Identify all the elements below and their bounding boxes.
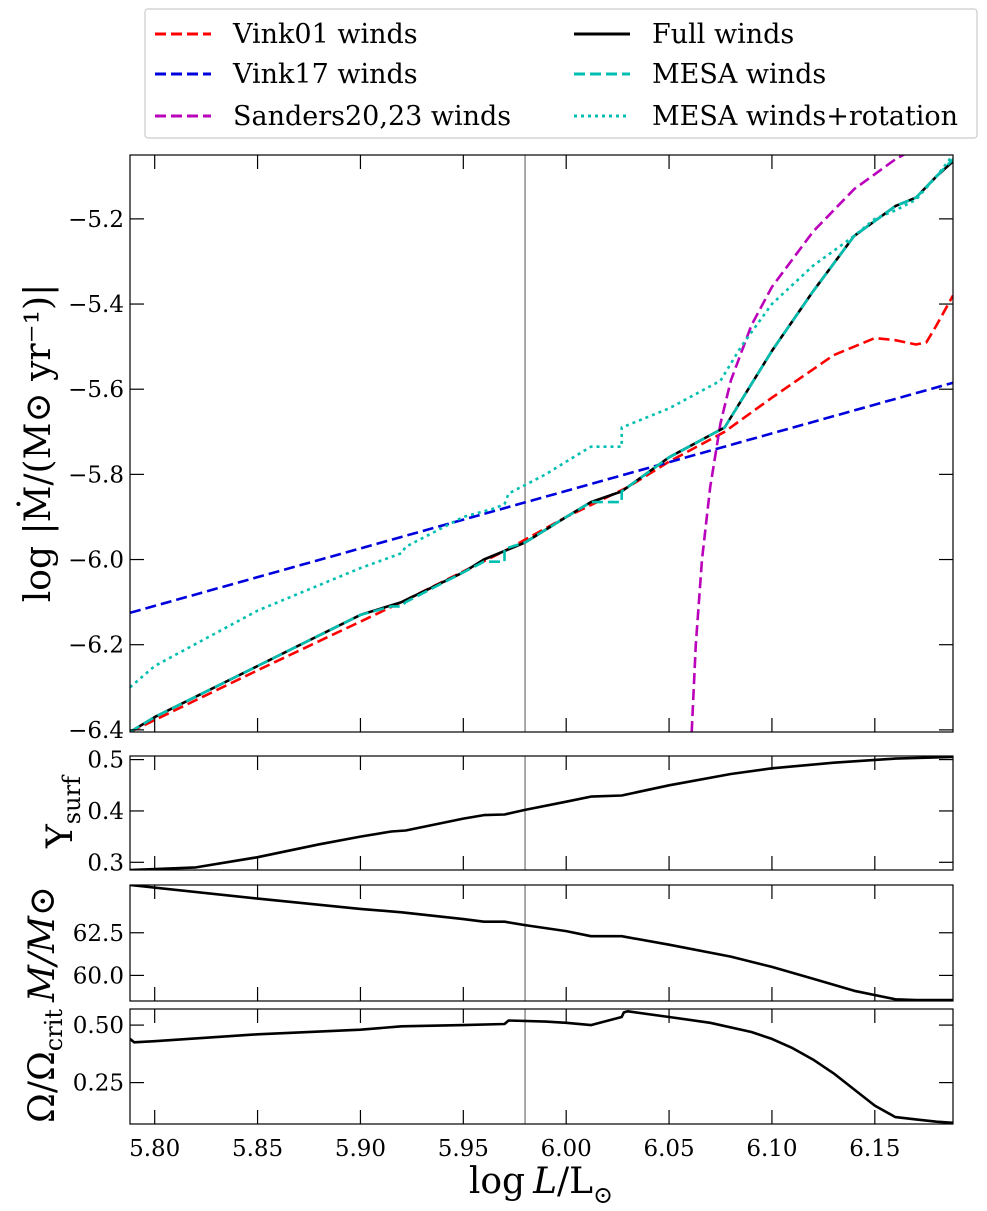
mdot-series-mesa-winds — [130, 158, 953, 732]
legend-label-vink01: Vink01 winds — [232, 19, 418, 50]
ylabel-ysurf-text: Ysurf — [40, 774, 86, 849]
legend: Vink01 winds Vink17 winds Sanders20,23 w… — [144, 8, 978, 139]
legend-label-mesa-rot: MESA winds+rotation — [652, 101, 958, 132]
panel-stellar-mass: 60.0 62.5 — [73, 884, 954, 1002]
panel-rotation: 5.80 5.85 5.90 5.95 6.00 6.05 6.10 6.15 0.25 0.50 — [73, 1008, 954, 1162]
omega-ytick-label-0: 0.25 — [73, 1071, 124, 1097]
ylabel-mass-text: M/M⊙ — [22, 886, 63, 1003]
ylabel-ysurf-main: Y — [40, 823, 81, 849]
ylabel-omega-text: Ω/Ωcrit — [22, 1009, 68, 1123]
ysurf-frame — [129, 755, 954, 871]
mdot-series-sanders20-23-winds — [690, 155, 906, 732]
mdot-ytick-label-3: −5.8 — [68, 462, 124, 488]
xlabel-log: log — [469, 1161, 525, 1202]
xtick-label-3: 5.95 — [438, 1136, 489, 1162]
xlabel-rest: /L — [557, 1161, 593, 1202]
mass-ytick-label-1: 62.5 — [73, 921, 124, 947]
mdot-frame — [129, 154, 954, 733]
ylabel-omega-main: Ω/Ω — [22, 1051, 63, 1123]
mdot-series-vink01-winds — [130, 294, 953, 732]
ylabel-omega: Ω/Ωcrit — [22, 1009, 68, 1123]
omega-series-full-winds — [130, 1009, 953, 1124]
panel-mass-loss-rate: −6.4 −6.2 −6.0 −5.8 −5.6 −5.4 −5.2 — [68, 154, 954, 744]
legend-label-full: Full winds — [652, 19, 794, 50]
mdot-series-full-winds — [130, 160, 953, 732]
ylabel-mdot: log |Ṁ/(M⊙ yr⁻¹)| — [17, 284, 59, 602]
ysurf-series-full-winds — [130, 756, 953, 870]
xtick-label-7: 6.15 — [849, 1136, 900, 1162]
ylabel-mdot-text: log |Ṁ/(M⊙ yr⁻¹)| — [17, 284, 59, 602]
mass-series-full-winds — [130, 885, 953, 1001]
mass-frame — [129, 884, 954, 1002]
ylabel-mass: M/M⊙ — [22, 886, 63, 1003]
xtick-label-4: 6.00 — [541, 1136, 592, 1162]
legend-label-sanders: Sanders20,23 winds — [233, 101, 511, 132]
omega-frame — [129, 1008, 954, 1125]
mdot-ytick-label-2: −6.0 — [68, 548, 124, 574]
xtick-label-2: 5.90 — [335, 1136, 386, 1162]
mdot-ytick-label-5: −5.4 — [68, 292, 124, 318]
mdot-series-vink17-winds — [130, 381, 953, 615]
xlabel-sun: ⊙ — [593, 1181, 613, 1209]
xtick-label-0: 5.80 — [129, 1136, 180, 1162]
omega-ytick-label-1: 0.50 — [73, 1013, 124, 1039]
xlabel-var: L — [532, 1161, 557, 1202]
legend-label-mesa: MESA winds — [652, 59, 826, 90]
ysurf-ytick-label-2: 0.5 — [87, 748, 124, 774]
xlabel: log L/L⊙ — [469, 1161, 613, 1209]
xtick-label-1: 5.85 — [232, 1136, 283, 1162]
mass-ytick-label-0: 60.0 — [73, 963, 124, 989]
ylabel-ysurf: Ysurf — [40, 774, 86, 849]
legend-frame — [144, 8, 978, 139]
mdot-ytick-label-6: −5.2 — [68, 207, 124, 233]
ysurf-ytick-label-1: 0.4 — [87, 799, 124, 825]
mdot-ytick-label-0: −6.4 — [68, 718, 124, 744]
panel-surface-helium: 0.3 0.4 0.5 — [87, 748, 954, 876]
xtick-label-6: 6.10 — [746, 1136, 797, 1162]
ylabel-ysurf-sub: surf — [58, 774, 86, 824]
ysurf-ytick-label-0: 0.3 — [87, 850, 124, 876]
mdot-series-mesa-winds-rotation — [130, 155, 953, 689]
mdot-ytick-label-1: −6.2 — [68, 633, 124, 659]
mdot-ytick-label-4: −5.6 — [68, 377, 124, 403]
xtick-label-5: 6.05 — [643, 1136, 694, 1162]
ylabel-omega-sub: crit — [40, 1009, 68, 1052]
legend-label-vink17: Vink17 winds — [232, 59, 418, 90]
